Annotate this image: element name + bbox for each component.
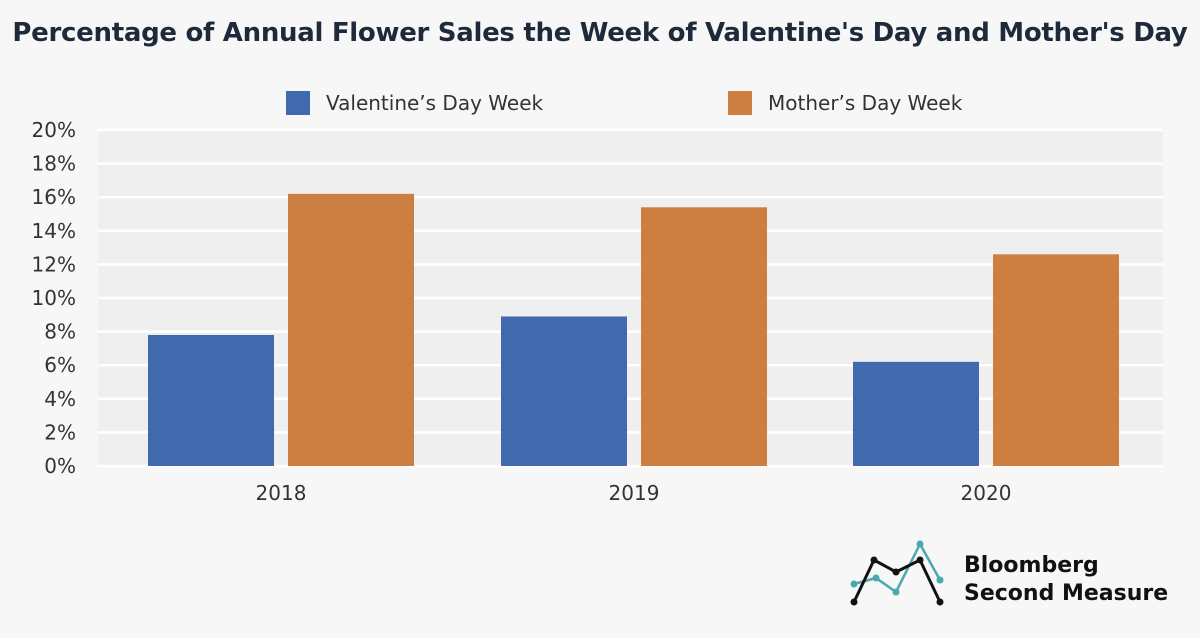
- legend-label: Valentine’s Day Week: [326, 91, 543, 115]
- y-tick-label: 6%: [44, 353, 76, 377]
- y-tick-label: 0%: [44, 454, 76, 478]
- x-category-label: 2019: [609, 481, 660, 505]
- legend-label: Mother’s Day Week: [768, 91, 963, 115]
- y-tick-label: 10%: [32, 286, 76, 310]
- bar-valentines-2018: [148, 334, 274, 466]
- brand-name-line1: Bloomberg: [964, 553, 1099, 578]
- bar-valentines-2020: [853, 361, 979, 466]
- legend-swatch: [728, 91, 752, 115]
- y-tick-label: 8%: [44, 320, 76, 344]
- y-tick-label: 2%: [44, 420, 76, 444]
- y-tick-label: 16%: [32, 185, 76, 209]
- x-category-label: 2020: [961, 481, 1012, 505]
- bar-mothers-2018: [288, 193, 414, 466]
- y-tick-label: 18%: [32, 152, 76, 176]
- y-tick-label: 20%: [32, 118, 76, 142]
- bar-mothers-2020: [993, 254, 1119, 466]
- y-tick-label: 12%: [32, 252, 76, 276]
- legend-swatch: [286, 91, 310, 115]
- x-category-label: 2018: [256, 481, 307, 505]
- y-tick-label: 14%: [32, 219, 76, 243]
- line-chart-logo-icon: [850, 540, 944, 606]
- brand-logo: Bloomberg Second Measure: [848, 540, 1188, 610]
- bar-mothers-2019: [641, 207, 767, 466]
- chart-title: Percentage of Annual Flower Sales the We…: [12, 18, 1188, 48]
- brand-name-line2: Second Measure: [964, 581, 1169, 606]
- y-tick-label: 4%: [44, 387, 76, 411]
- bar-valentines-2019: [501, 316, 627, 466]
